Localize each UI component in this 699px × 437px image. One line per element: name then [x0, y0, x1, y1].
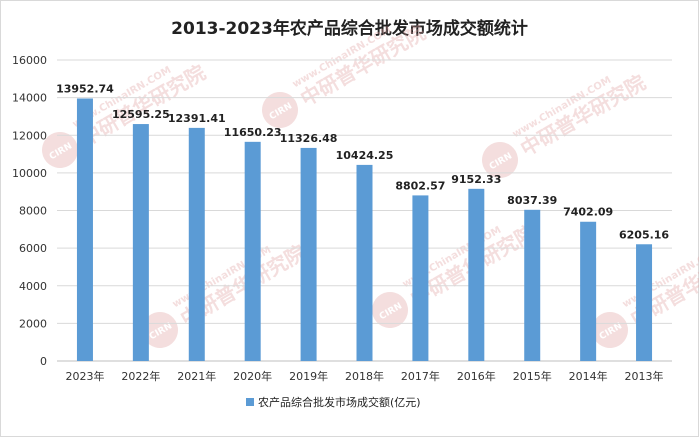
data-label: 8037.39 — [507, 194, 557, 207]
data-label: 12595.25 — [112, 108, 170, 121]
x-tick-label: 2022年 — [121, 369, 160, 383]
data-label: 12391.41 — [168, 112, 226, 125]
x-tick-label: 2014年 — [569, 369, 608, 383]
x-tick-label: 2017年 — [401, 369, 440, 383]
bar — [132, 124, 149, 362]
y-tick-label: 12000 — [12, 129, 47, 142]
x-tick-label: 2016年 — [457, 369, 496, 383]
x-tick-label: 2021年 — [177, 369, 216, 383]
y-tick-label: 16000 — [12, 54, 47, 67]
y-tick-label: 6000 — [19, 242, 47, 255]
bars — [76, 98, 653, 362]
data-label: 11650.23 — [224, 126, 282, 139]
bar — [244, 141, 261, 361]
x-tick-label: 2019年 — [289, 369, 328, 383]
y-tick-label: 14000 — [12, 92, 47, 105]
y-axis-tick-labels: 0 2000 4000 6000 8000 10000 12000 14000 16000 — [12, 54, 47, 368]
bar — [188, 127, 205, 361]
y-tick-label: 10000 — [12, 167, 47, 180]
bar — [300, 147, 317, 361]
bar — [412, 195, 429, 361]
data-labels: 13952.74 12595.2512391.4111650.2311326.48… — [56, 83, 669, 242]
y-tick-label: 4000 — [19, 280, 47, 293]
bar — [76, 98, 93, 362]
data-label: 13952.74 — [56, 83, 114, 96]
bar — [524, 209, 541, 361]
bar — [468, 188, 485, 361]
legend-label: 农产品综合批发市场成交额(亿元) — [258, 395, 421, 409]
data-label: 9152.33 — [451, 173, 501, 186]
x-tick-label: 2018年 — [345, 369, 384, 383]
legend-swatch — [246, 398, 254, 406]
chart-title: 2013-2023年农产品综合批发市场成交额统计 — [171, 19, 528, 39]
data-label: 10424.25 — [336, 149, 394, 162]
bar — [356, 164, 373, 361]
y-tick-label: 2000 — [19, 317, 47, 330]
x-tick-label: 2020年 — [233, 369, 272, 383]
y-tick-label: 8000 — [19, 205, 47, 218]
x-tick-label: 2023年 — [65, 369, 104, 383]
y-tick-label: 0 — [40, 355, 47, 368]
data-label: 11326.48 — [280, 132, 338, 145]
x-axis-tick-labels: 2023年 2022年 2021年 2020年 2019年 2018年 2017年 2016年… — [65, 369, 663, 383]
x-tick-label: 2015年 — [513, 369, 552, 383]
legend: 农产品综合批发市场成交额(亿元) — [246, 395, 421, 409]
bar — [580, 221, 597, 361]
data-label: 6205.16 — [619, 228, 669, 241]
x-tick-label: 2013年 — [625, 369, 664, 383]
bar — [636, 244, 653, 361]
data-label: 8802.57 — [395, 179, 445, 192]
data-label: 7402.09 — [563, 206, 613, 219]
